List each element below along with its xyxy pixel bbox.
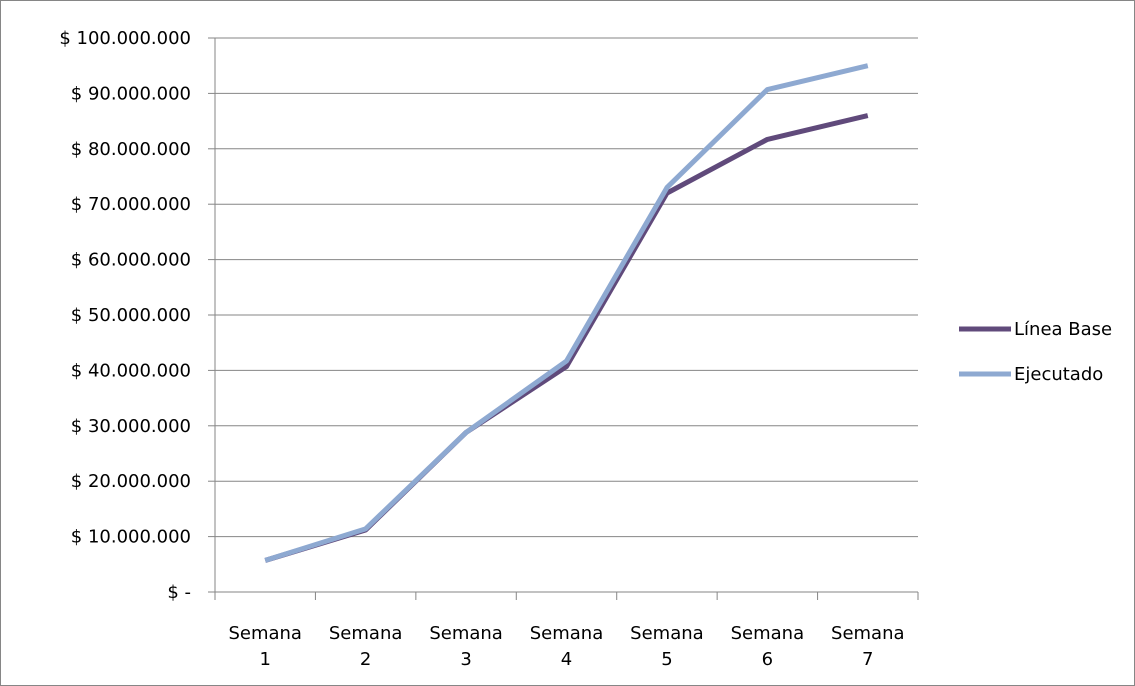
gridlines — [215, 37, 918, 538]
x-tick-label: Semana 6 — [731, 623, 805, 670]
x-tick-label-line: 3 — [460, 649, 471, 670]
y-tick-label: $ 60.000.000 — [71, 250, 191, 271]
x-tick-label-line: Semana — [530, 623, 604, 644]
x-tick-label: Semana 7 — [831, 623, 905, 670]
axes — [208, 37, 919, 600]
x-tick-label: Semana 4 — [530, 623, 604, 670]
x-tick-label-line: Semana — [429, 623, 503, 644]
x-tick-label: Semana 3 — [429, 623, 503, 670]
y-tick-label: $ 100.000.000 — [59, 28, 191, 49]
x-tick-label: Semana 5 — [630, 623, 704, 670]
x-tick-label-line: Semana — [731, 623, 805, 644]
x-tick-label-line: Semana — [831, 623, 905, 644]
legend-label: Ejecutado — [1014, 364, 1103, 385]
series-line-1 — [264, 113, 869, 563]
x-tick-label: Semana 1 — [228, 623, 302, 670]
y-tick-label: $ 30.000.000 — [71, 416, 191, 437]
x-tick-label-line: Semana — [329, 623, 403, 644]
y-tick-label: $ 50.000.000 — [71, 305, 191, 326]
legend: Línea Base Ejecutado — [959, 319, 1112, 385]
x-tick-label-line: 5 — [661, 649, 672, 670]
x-tick-label-line: 1 — [259, 649, 270, 670]
y-axis-tick-labels: $ - $ 10.000.000 $ 20.000.000 $ 30.000.000 $… — [59, 28, 191, 603]
x-tick-label-line: Semana — [630, 623, 704, 644]
legend-label: Línea Base — [1014, 319, 1112, 340]
x-tick-label-line: 2 — [360, 649, 371, 670]
y-tick-label: $ 70.000.000 — [71, 194, 191, 215]
x-tick-label-line: 7 — [862, 649, 873, 670]
series-line-2 — [264, 63, 869, 563]
y-tick-label: $ 20.000.000 — [71, 471, 191, 492]
y-tick-label: $ 10.000.000 — [71, 527, 191, 548]
y-tick-label: $ - — [167, 582, 191, 603]
y-tick-label: $ 80.000.000 — [71, 139, 191, 160]
x-tick-label-line: 4 — [561, 649, 572, 670]
x-tick-label-line: Semana — [228, 623, 302, 644]
y-tick-label: $ 90.000.000 — [71, 83, 191, 104]
x-tick-label: Semana 2 — [329, 623, 403, 670]
series-lines — [264, 63, 869, 563]
x-tick-label-line: 6 — [762, 649, 773, 670]
y-tick-label: $ 40.000.000 — [71, 360, 191, 381]
